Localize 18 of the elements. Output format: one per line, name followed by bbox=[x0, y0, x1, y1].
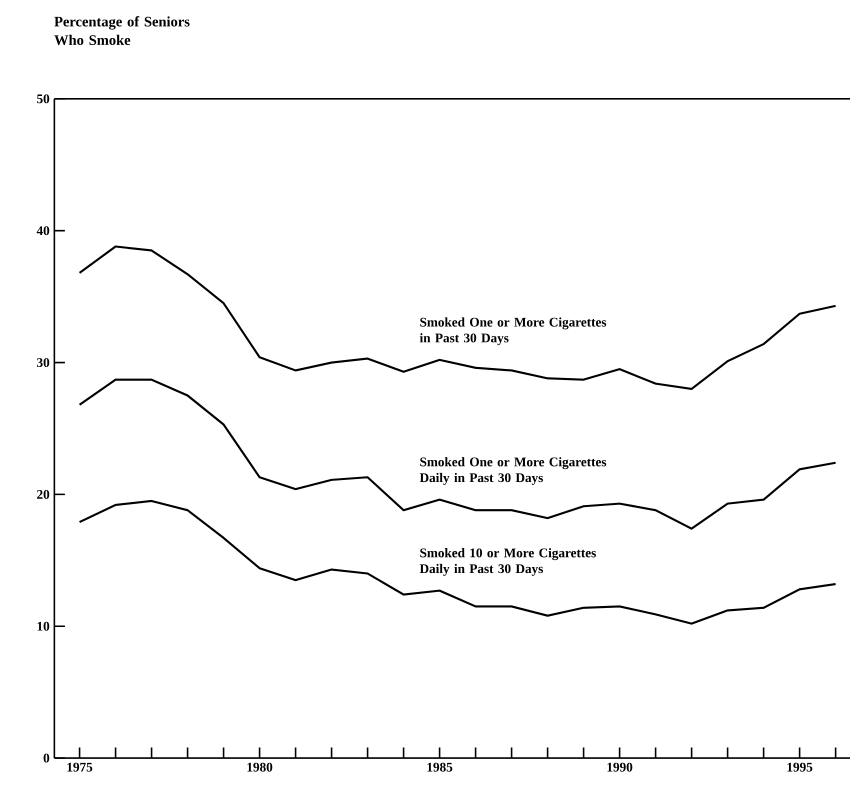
y-tick-label: 10 bbox=[38, 622, 50, 631]
y-tick-label: 30 bbox=[37, 358, 50, 368]
y-tick-label: 20 bbox=[37, 490, 50, 499]
series-label: Smoked 10 or More Cigarettes Daily in Past 30 Days bbox=[420, 548, 596, 576]
y-tick-label: 40 bbox=[36, 226, 50, 236]
x-tick-label: 1980 bbox=[247, 762, 272, 772]
x-tick-label: 1990 bbox=[607, 762, 632, 772]
line-series bbox=[78, 500, 837, 625]
y-tick-label: 50 bbox=[37, 94, 50, 104]
line-series bbox=[78, 246, 837, 390]
x-tick-label: 1975 bbox=[67, 762, 92, 772]
y-axis-title: Percentage of Seniors Who Smoke bbox=[54, 16, 190, 46]
x-tick-label: 1995 bbox=[787, 762, 812, 772]
y-tick-label: 0 bbox=[44, 754, 50, 763]
series-label: Smoked One or More Cigarettes Daily in Past 30 Days bbox=[420, 457, 606, 486]
x-tick-label: 1985 bbox=[427, 762, 452, 772]
series-label: Smoked One or More Cigarettes in Past 30 Days bbox=[420, 317, 606, 346]
line-series bbox=[78, 378, 837, 530]
